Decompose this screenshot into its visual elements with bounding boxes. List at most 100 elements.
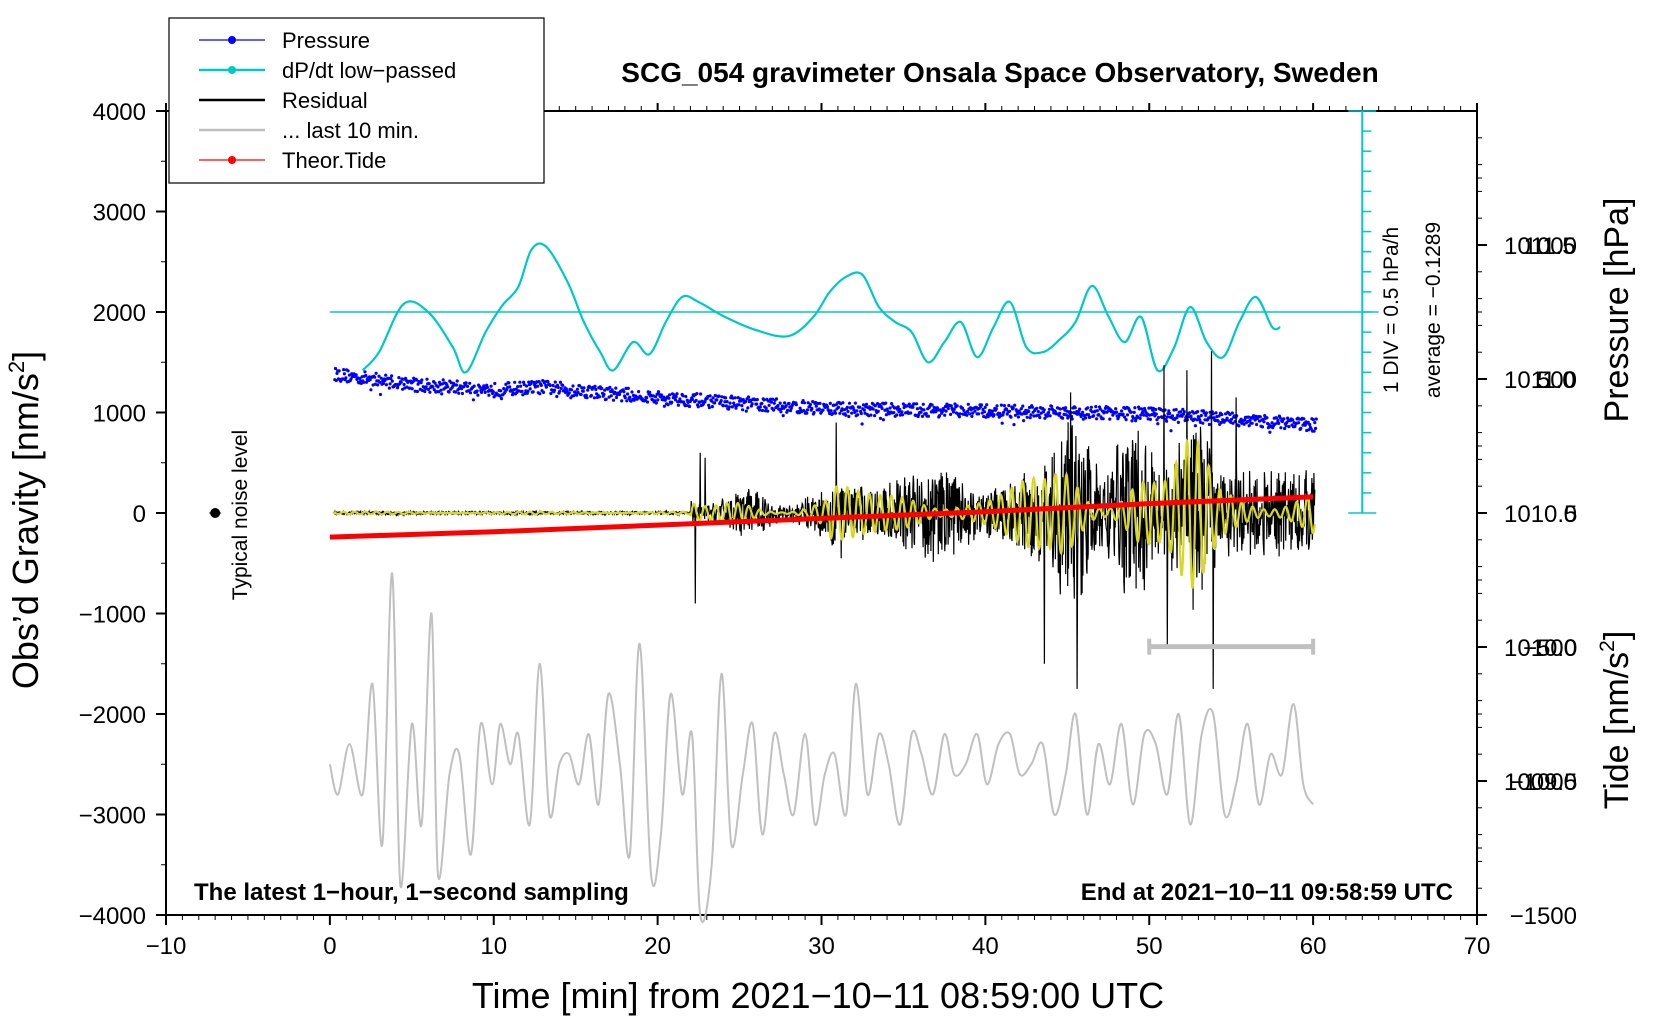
pressure-point [1129, 410, 1133, 414]
pressure-point [1047, 407, 1051, 411]
pressure-point [600, 386, 604, 390]
pressure-point [499, 389, 503, 393]
pressure-point [1013, 413, 1018, 417]
pressure-point [864, 402, 869, 406]
pressure-point [1047, 410, 1051, 415]
pressure-tick-label: 1011.5 [1504, 233, 1576, 260]
gravity-tick-label: −4000 [79, 903, 146, 930]
pressure-point [674, 395, 678, 399]
pressure-point [626, 386, 630, 390]
pressure-point [755, 402, 759, 406]
pressure-point [654, 401, 658, 405]
pressure-point [1175, 416, 1179, 420]
pressure-point [1030, 405, 1034, 409]
pressure-point [1309, 427, 1313, 431]
pressure-point [881, 418, 886, 422]
pressure-point [483, 390, 487, 394]
pressure-point [349, 377, 353, 381]
pressure-point [838, 411, 842, 415]
pressure-point [1114, 410, 1119, 414]
pressure-point [499, 397, 504, 401]
pressure-point [645, 400, 650, 404]
pressure-point [1027, 409, 1031, 414]
pressure-point [1092, 414, 1096, 418]
dpdt-scale-label: 1 DIV = 0.5 hPa/h [1380, 227, 1403, 393]
pressure-point [468, 391, 473, 395]
pressure-point [508, 385, 512, 389]
pressure-point [786, 408, 790, 412]
pressure-point [342, 368, 346, 372]
pressure-point [805, 408, 810, 412]
pressure-point [687, 404, 692, 409]
pressure-point [670, 400, 674, 404]
pressure-point [955, 404, 959, 408]
pressure-point [439, 388, 443, 392]
pressure-point [811, 400, 815, 404]
pressure-point [778, 401, 782, 405]
gravity-tick-label: −3000 [79, 803, 146, 830]
pressure-point [482, 384, 486, 388]
pressure-point [760, 408, 765, 413]
pressure-point [441, 378, 445, 382]
pressure-point [869, 413, 873, 417]
pressure-point [389, 377, 393, 381]
pressure-point [1111, 413, 1115, 417]
pressure-point [1248, 418, 1252, 422]
pressure-point [1095, 417, 1099, 421]
pressure-point [333, 366, 338, 371]
pressure-point [335, 371, 339, 375]
pressure-point [1035, 406, 1039, 410]
pressure-point [1231, 421, 1235, 425]
pressure-point [1108, 417, 1112, 421]
pressure-point [632, 398, 636, 402]
pressure-point [425, 377, 429, 381]
pressure-point [733, 396, 737, 400]
pressure-point [1007, 409, 1012, 413]
y-axis-label-pressure: Pressure [hPa] [1598, 198, 1636, 423]
pressure-point [1083, 416, 1088, 420]
tide-unit-main: Tide [nm/s [1598, 652, 1636, 809]
pressure-point [585, 396, 589, 400]
pressure-point [1297, 421, 1301, 425]
pressure-point [537, 380, 541, 384]
axis-ticks: −10 0 10 20 30 40 50 60 70−4000−3000−2000−100001… [79, 99, 1578, 960]
pressure-point [630, 390, 634, 394]
pressure-point [1228, 412, 1232, 417]
pressure-point [513, 380, 517, 384]
dpdt-average-label: average = −0.1289 [1422, 222, 1445, 398]
pressure-point [1262, 420, 1266, 424]
pressure-point [1154, 407, 1158, 412]
pressure-point [609, 394, 613, 398]
pressure-point [1204, 411, 1208, 415]
pressure-point [814, 404, 818, 408]
noise-level-label: Typical noise level [229, 430, 252, 600]
pressure-point [597, 395, 602, 399]
pressure-point [1130, 419, 1134, 423]
pressure-point [589, 393, 594, 398]
pressure-point [1024, 411, 1029, 415]
tide-tick-label: 1000 [1524, 233, 1577, 260]
pressure-point [721, 404, 726, 408]
pressure-point [1012, 423, 1016, 427]
pressure-point [522, 380, 526, 384]
pressure-point [915, 407, 920, 411]
pressure-point [384, 373, 388, 377]
last10-series-line [328, 572, 1315, 924]
pressure-point [676, 403, 681, 407]
legend-items: Pressure dP/dt low−passed Residual ... last… [199, 28, 456, 173]
pressure-point [1028, 416, 1032, 420]
pressure-point [808, 402, 813, 407]
pressure-point [1098, 407, 1102, 411]
pressure-point [1169, 429, 1173, 433]
gravity-tick-label: 2000 [93, 300, 146, 327]
pressure-point [478, 385, 482, 389]
pressure-point [821, 408, 825, 412]
pressure-point [415, 389, 419, 394]
pressure-point [586, 388, 590, 392]
pressure-point [1276, 418, 1280, 423]
pressure-point [1213, 418, 1217, 423]
pressure-point [1086, 406, 1090, 410]
pressure-point [825, 405, 830, 409]
annotation-sampling: The latest 1−hour, 1−second sampling [194, 879, 629, 906]
pressure-point [1202, 411, 1206, 415]
